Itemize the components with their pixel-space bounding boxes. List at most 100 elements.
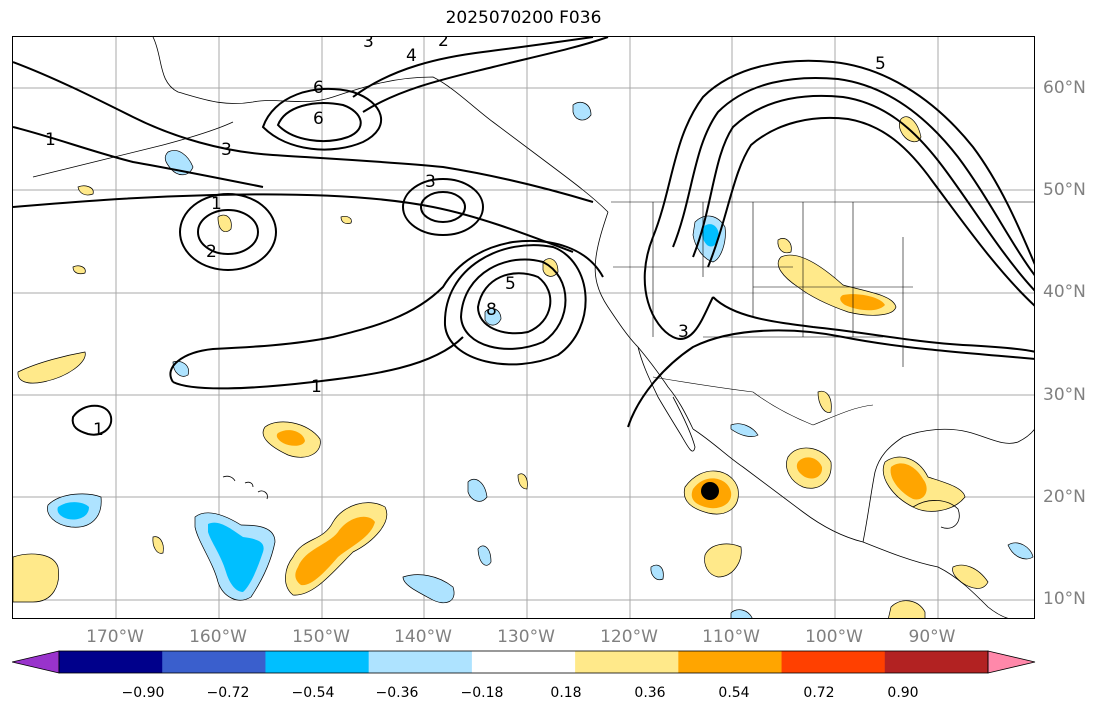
contour-label: 8 — [486, 300, 497, 320]
lon-label-130w: 130°W — [497, 627, 555, 647]
positive-patch-central-pac — [17, 351, 86, 384]
lon-label-100w: 100°W — [805, 627, 863, 647]
contour-1-east — [13, 193, 574, 253]
colorbar-segment — [265, 651, 370, 673]
lat-label-30n: 30°N — [1043, 385, 1086, 405]
colorbar-tick-label: 0.72 — [803, 685, 835, 701]
contour-label-group: 1 1 1 1 2 2 3 3 3 4 5 5 6 6 8 3 — [45, 37, 886, 440]
positive-patch-small-1 — [704, 543, 742, 578]
colorbar-segment — [781, 651, 886, 673]
colorbar-tick-label: −0.90 — [121, 685, 165, 701]
lat-label-40n: 40°N — [1043, 282, 1086, 302]
contour-1-closing — [172, 336, 464, 390]
negative-patch-small-7 — [572, 101, 592, 121]
negative-patch-small-6 — [477, 545, 492, 566]
colorbar-tick-label: −0.54 — [291, 685, 335, 701]
shaded-fields — [13, 101, 1034, 618]
contour-label: 6 — [313, 109, 324, 129]
negative-patch-small-3 — [172, 360, 189, 377]
us-mexico-border — [652, 376, 874, 426]
map-canvas: 1 1 1 1 2 2 3 3 3 4 5 5 6 6 8 3 — [13, 37, 1034, 618]
contour-label: 2 — [438, 37, 449, 51]
colorbar-tick-label: −0.18 — [460, 685, 504, 701]
positive-patch-small-2 — [952, 564, 989, 589]
graticule — [13, 37, 1034, 618]
alaska-coast — [152, 37, 609, 213]
positive-patch-small-9 — [72, 265, 86, 275]
contour-se-2 — [712, 296, 1034, 353]
negative-patch-small-2 — [484, 308, 502, 326]
contour-trough-1 — [476, 272, 552, 335]
contour-label: 6 — [313, 78, 324, 98]
positive-patch-small-11 — [340, 216, 352, 224]
state-borders — [611, 201, 1034, 426]
contour-bering-2 — [276, 102, 362, 142]
lat-label-10n: 10°N — [1043, 589, 1086, 609]
colorbar-tick-label: 0.90 — [887, 685, 919, 701]
baja-california — [637, 346, 696, 452]
positive-patch-small-7 — [817, 390, 832, 413]
contour-lines — [13, 37, 1034, 436]
positive-patch-small-3 — [888, 600, 926, 618]
negative-patch-small-5 — [402, 574, 455, 604]
colorbar-segment — [59, 651, 163, 673]
negative-patch-small-4 — [467, 478, 488, 502]
map-title: 2025070200 F036 — [445, 8, 602, 28]
colorbar-extend-high — [987, 650, 1036, 674]
colorbar-segment — [471, 651, 576, 673]
contour-east-2 — [672, 76, 1034, 276]
storm-center-dot — [701, 482, 719, 500]
positive-patch-west-edge — [13, 553, 59, 603]
negative-core-west — [57, 502, 89, 520]
negative-patch-small-10 — [730, 423, 759, 437]
lat-label-50n: 50°N — [1043, 180, 1086, 200]
positive-patch-small-5 — [217, 214, 232, 232]
contour-small-loop — [71, 404, 113, 436]
central-america — [862, 541, 1009, 618]
positive-core-gulf — [890, 463, 927, 500]
negative-core-idaho — [702, 224, 719, 247]
positive-patch-small-10 — [77, 185, 94, 196]
lat-label-20n: 20°N — [1043, 487, 1086, 507]
colorbar-segment — [884, 651, 989, 673]
gulf-coast — [862, 428, 1034, 543]
negative-patch-small-9 — [1007, 542, 1034, 560]
contour-label: 3 — [221, 140, 232, 160]
contour-low-2 — [197, 209, 259, 255]
colorbar-tick-label: 0.36 — [634, 685, 666, 701]
aleutian-chain — [32, 121, 234, 178]
contour-label: 1 — [311, 377, 322, 397]
contour-1-southwest — [169, 239, 604, 383]
positive-patch-small-12 — [517, 473, 528, 490]
contour-label: 3 — [363, 37, 374, 52]
state-lines — [613, 202, 913, 367]
lon-label-150w: 150°W — [292, 627, 350, 647]
contour-label: 3 — [425, 172, 436, 192]
colorbar-segment — [678, 651, 783, 673]
negative-patch-small-11 — [730, 609, 753, 618]
contour-east-1 — [652, 59, 1034, 265]
contour-east-5 — [643, 236, 714, 340]
coastlines — [32, 37, 1034, 618]
lon-label-160w: 160°W — [189, 627, 247, 647]
contour-label: 4 — [406, 46, 417, 66]
positive-core-pacific-1 — [276, 430, 305, 446]
colorbar-tick-label: −0.36 — [375, 685, 419, 701]
positive-patch-small-6 — [777, 238, 792, 254]
contour-low-4 — [420, 191, 466, 223]
positive-core-south-mexico — [796, 457, 823, 479]
lon-label-110w: 110°W — [702, 627, 760, 647]
contour-label: 1 — [211, 194, 222, 214]
contour-southeast — [627, 329, 1034, 428]
mexico-west-coast — [692, 428, 864, 543]
west-coast-na — [594, 211, 694, 430]
contour-trough-2 — [459, 258, 567, 350]
contour-east-3 — [692, 94, 1034, 292]
colorbar-segment — [368, 651, 473, 673]
hawaii-islands — [222, 475, 268, 500]
contour-low-3 — [402, 178, 484, 236]
lon-label-120w: 120°W — [600, 627, 658, 647]
lon-label-140w: 140°W — [394, 627, 452, 647]
colorbar-segments — [12, 650, 1036, 674]
contour-ridge-1 — [352, 37, 594, 98]
